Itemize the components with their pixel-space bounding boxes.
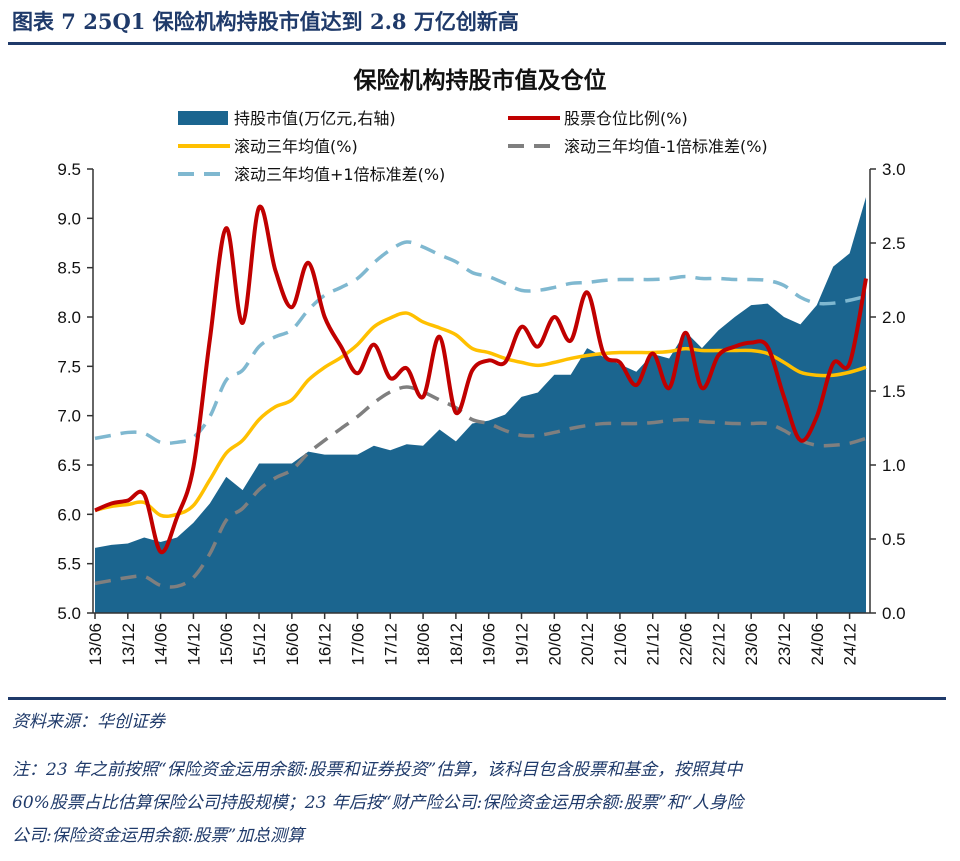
- x-tick-label: 13/06: [86, 623, 105, 666]
- series-area-market-value: [95, 197, 866, 613]
- left-tick-label: 7.0: [57, 407, 81, 426]
- source-text: 资料来源：华创证券: [12, 712, 165, 732]
- left-tick-label: 8.5: [57, 259, 81, 278]
- right-tick-label: 1.0: [882, 456, 906, 475]
- left-tick-label: 8.0: [57, 308, 81, 327]
- right-tick-label: 3.0: [882, 160, 906, 179]
- left-tick-label: 5.5: [57, 555, 81, 574]
- left-tick-label: 6.5: [57, 456, 81, 475]
- x-tick-label: 22/12: [709, 623, 728, 666]
- right-tick-label: 2.5: [882, 234, 906, 253]
- bottom-divider: [8, 697, 946, 700]
- x-tick-label: 24/12: [841, 623, 860, 666]
- x-tick-label: 24/06: [808, 623, 827, 666]
- x-tick-label: 23/06: [742, 623, 761, 666]
- legend-label: 滚动三年均值(%): [234, 137, 358, 156]
- top-divider: [8, 42, 946, 45]
- x-tick-label: 14/12: [184, 623, 203, 666]
- x-tick-label: 15/06: [217, 623, 236, 666]
- legend-label: 滚动三年均值+1倍标准差(%): [234, 165, 445, 184]
- x-tick-label: 14/06: [152, 623, 171, 666]
- series-line-4: [94, 240, 867, 445]
- series-line-1: [94, 204, 868, 555]
- x-tick-label: 17/06: [348, 623, 367, 666]
- left-tick-label: 7.5: [57, 357, 81, 376]
- x-tick-label: 22/06: [677, 623, 696, 666]
- note-line-1: 注：23 年之前按照“保险资金运用余额:股票和证券投资”估算，该科目包含股票和基…: [12, 760, 743, 780]
- series-line-2: [94, 311, 867, 519]
- right-tick-label: 2.0: [882, 308, 906, 327]
- right-tick-label: 0.5: [882, 530, 906, 549]
- series-line-3: [94, 385, 867, 589]
- left-tick-label: 6.0: [57, 505, 81, 524]
- legend-label: 持股市值(万亿元,右轴): [234, 109, 396, 128]
- x-tick-label: 15/12: [250, 623, 269, 666]
- left-tick-label: 9.0: [57, 209, 81, 228]
- left-tick-label: 9.5: [57, 160, 81, 179]
- chart: 保险机构持股市值及仓位 5.0 5.5 6.0 6.5 7.0 7.5 8.0 8.5 9.0 9.…: [57, 67, 906, 666]
- x-tick-label: 19/06: [480, 623, 499, 666]
- chart-title: 保险机构持股市值及仓位: [353, 67, 607, 94]
- x-tick-label: 18/12: [447, 623, 466, 666]
- legend-swatch-area: [178, 111, 228, 125]
- x-tick-label: 19/12: [513, 623, 532, 666]
- x-tick-label: 13/12: [119, 623, 138, 666]
- x-tick-label: 21/12: [644, 623, 663, 666]
- right-tick-label: 1.5: [882, 382, 906, 401]
- x-tick-label: 18/06: [414, 623, 433, 666]
- note-line-3: 公司:保险资金运用余额:股票”加总测算: [12, 826, 305, 846]
- legend-label: 股票仓位比例(%): [564, 109, 688, 128]
- left-tick-label: 5.0: [57, 604, 81, 623]
- x-tick-label: 17/12: [381, 623, 400, 666]
- legend-label: 滚动三年均值-1倍标准差(%): [564, 137, 768, 156]
- x-tick-label: 20/06: [545, 623, 564, 666]
- x-tick-label: 23/12: [775, 623, 794, 666]
- right-tick-label: 0.0: [882, 604, 906, 623]
- x-tick-label: 16/06: [283, 623, 302, 666]
- x-tick-label: 16/12: [316, 623, 335, 666]
- x-tick-label: 20/12: [578, 623, 597, 666]
- figure-title: 图表 7 25Q1 保险机构持股市值达到 2.8 万亿创新高: [12, 9, 519, 34]
- x-tick-label: 21/06: [611, 623, 630, 666]
- note-line-2: 60%股票占比估算保险公司持股规模；23 年后按“财产险公司:保险资金运用余额:…: [12, 793, 744, 813]
